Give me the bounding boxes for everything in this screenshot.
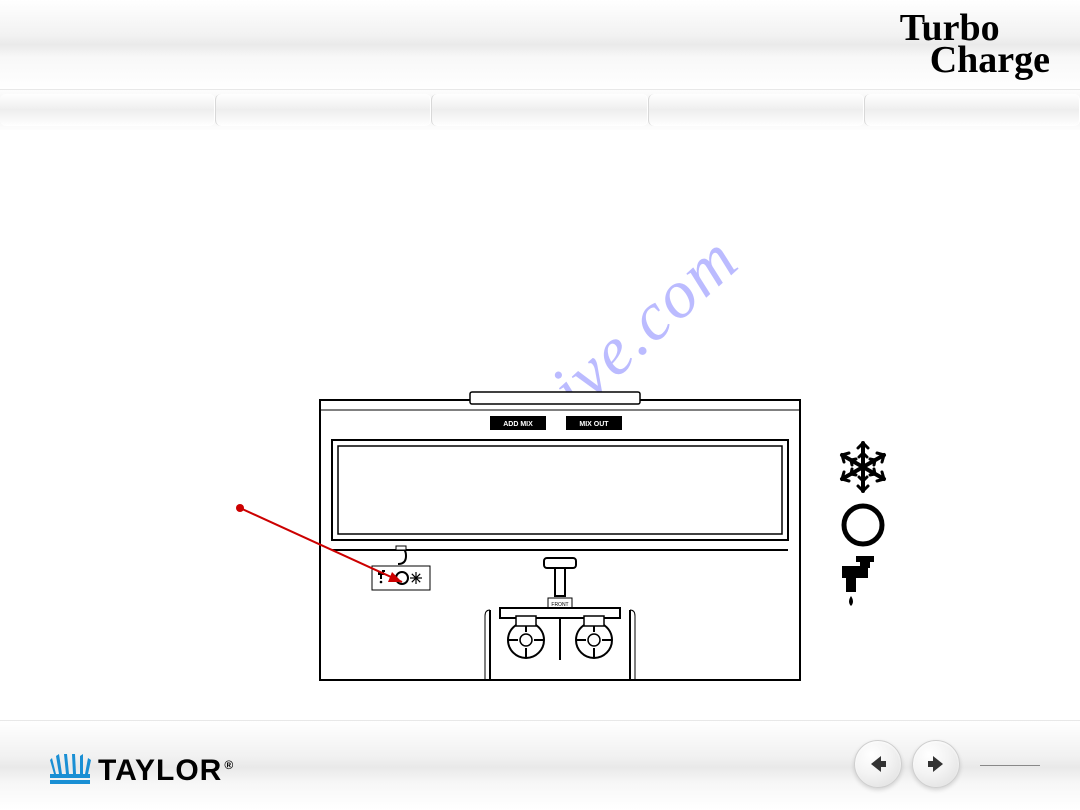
tab-segment[interactable] xyxy=(864,94,1080,126)
brand-line2: Charge xyxy=(930,44,1050,76)
tab-segment[interactable] xyxy=(215,94,431,126)
page-indicator-line xyxy=(980,765,1040,766)
arrow-left-icon xyxy=(867,753,889,775)
taylor-wordmark: TAYLOR® xyxy=(98,754,234,788)
content-area: manualshive.com ADD MIX MIX OUT xyxy=(0,130,1080,720)
taylor-crown-icon xyxy=(48,754,92,788)
tab-segment[interactable] xyxy=(0,94,215,126)
footer-bar: TAYLOR® xyxy=(0,720,1080,810)
faucet-icon xyxy=(838,556,888,610)
machine-diagram: ADD MIX MIX OUT xyxy=(310,390,810,690)
add-mix-label: ADD MIX xyxy=(503,421,533,428)
brand-logo: Turbo Charge xyxy=(900,12,1050,77)
next-button[interactable] xyxy=(912,740,960,788)
prev-button[interactable] xyxy=(854,740,902,788)
header-bar: Turbo Charge xyxy=(0,0,1080,90)
nav-buttons xyxy=(854,740,960,788)
legend-icons xyxy=(836,440,890,610)
circle-icon xyxy=(840,502,886,548)
arrow-right-icon xyxy=(925,753,947,775)
tab-segment[interactable] xyxy=(431,94,647,126)
tab-segment[interactable] xyxy=(648,94,864,126)
tab-bar xyxy=(0,90,1080,130)
snowflake-icon xyxy=(836,440,890,494)
mix-out-label: MIX OUT xyxy=(579,421,609,428)
taylor-logo: TAYLOR® xyxy=(48,754,234,788)
